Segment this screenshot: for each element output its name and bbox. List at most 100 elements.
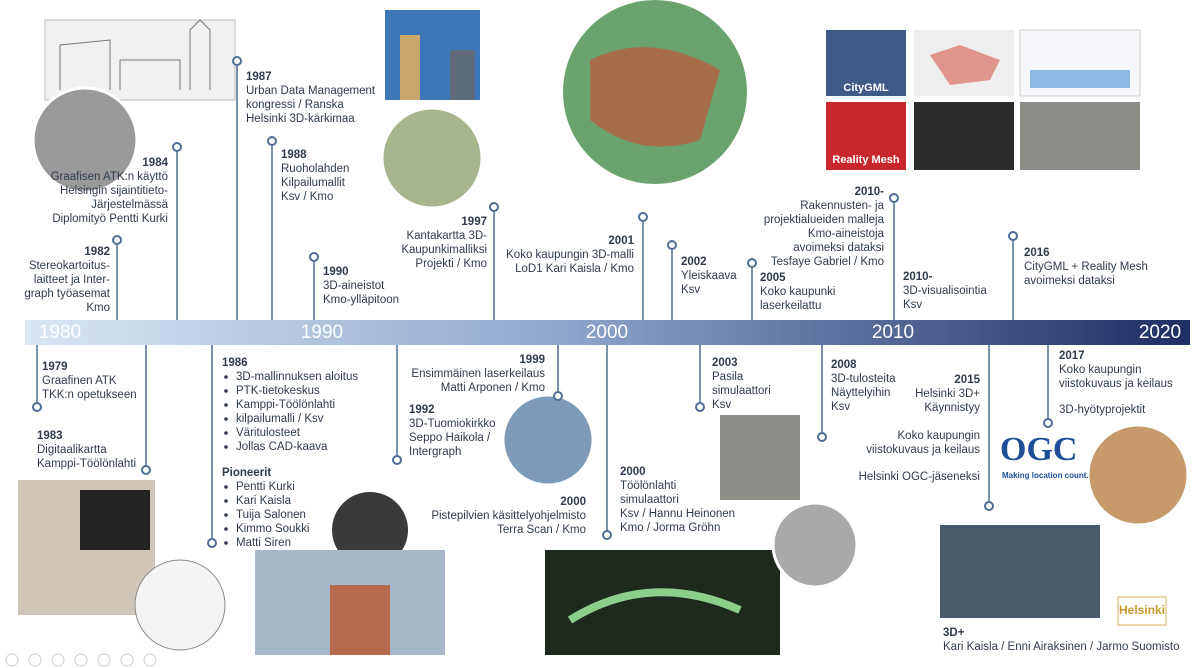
event-text: kilpailumalli / Ksv [236,413,324,425]
event-text: Matti Arponen / Kmo [441,382,545,394]
event-text: Näyttelyihin [831,387,890,399]
event-text: Tuija Salonen [236,509,306,521]
decade-label: 2000 [586,322,628,343]
decade-label: 1990 [301,322,343,343]
pin-dot [33,403,41,411]
event-text: Stereokartoitus- [29,260,110,272]
event-text: Koko kaupungin [1059,364,1141,376]
pin-dot [554,392,562,400]
pin-dot [393,456,401,464]
bullet [224,541,228,545]
event-text: 3D-tulosteita [831,373,896,385]
event-text: Pistepilvien käsittelyohjelmisto [431,510,586,522]
event-text: Helsinki 3D-kärkimaa [246,113,355,125]
event-text: Urban Data Management [246,85,376,97]
bullet [224,527,228,531]
event-text: Koko kaupunki [760,286,835,298]
event-text: graph työasemat [24,288,110,300]
pin-dot [639,213,647,221]
event-text: simulaattori [712,385,771,397]
event-year: 1990 [323,266,349,278]
event-text: 3D-mallinnuksen aloitus [236,371,358,383]
event-text: Digitaalikartta [37,444,107,456]
event-text: TKK:n opetukseen [42,389,137,401]
event-text: LoD1 Kari Kaisla / Kmo [515,263,634,275]
event-text: Ksv [903,299,922,311]
event-year: 1984 [142,157,168,169]
event-text: Käynnistyy [924,402,980,414]
bullet [224,375,228,379]
bullet [224,499,228,503]
event-text: Terra Scan / Kmo [497,524,586,536]
bullet [224,417,228,421]
pin-dot [1009,232,1017,240]
pin-dot [890,194,898,202]
bullet [224,403,228,407]
logo-text: Making location count. [1002,471,1089,480]
event-text: laitteet ja Inter- [34,274,110,286]
pin-dot [208,539,216,547]
event-text: Ensimmäinen laserkeilaus [411,368,545,380]
event-text: laserkeilattu [760,300,821,312]
pin-dot [310,253,318,261]
event-text: Intergraph [409,446,461,458]
event-year: 1988 [281,149,307,161]
logo-text: CityGML [843,82,889,94]
event-text: Kmo [86,302,110,314]
event-text: Kaupunkimalliksi [401,244,487,256]
event-year: 1987 [246,71,272,83]
event-text: Kantakartta 3D- [406,230,487,242]
event-text: viistokuvaus ja keilaus [866,444,980,456]
event-text: Kmo-aineistoja [808,228,885,240]
event-text: Ksv [712,399,731,411]
event-year: 1979 [42,361,68,373]
logo-text: OGC [1000,431,1077,468]
event-text: Pentti Kurki [236,481,295,493]
bullet [224,485,228,489]
event-year: 2017 [1059,350,1085,362]
event-text: Projekti / Kmo [415,258,487,270]
event-year: 1999 [519,354,545,366]
pin-dot [113,236,121,244]
pin-dot [818,433,826,441]
event-year: 2010- [855,186,885,198]
event-text: Koko kaupungin [898,430,980,442]
event-text: Matti Siren [236,537,291,549]
event-year: 1997 [461,216,487,228]
event-text: Jollas CAD-kaava [236,441,328,453]
pin-dot [173,143,181,151]
event-text: Kari Kaisla / Enni Airaksinen / Jarmo Su… [943,641,1180,653]
event-text: Kmo-ylläpitoon [323,294,399,306]
event-text: Yleiskaava [681,270,737,282]
event-text: Ksv [681,284,700,296]
event-text: Helsingin sijaintitieto- [60,185,168,197]
pin-dot [603,531,611,539]
event-year: 2016 [1024,247,1050,259]
pin-dot [985,502,993,510]
decade-label: 1980 [39,322,81,343]
event-year: Pioneerit [222,467,271,479]
event-text: Kmo / Jorma Gröhn [620,522,720,534]
event-text: PTK-tietokeskus [236,385,320,397]
event-text: viistokuvaus ja keilaus [1059,378,1173,390]
event-text: Seppo Haikola / [409,432,491,444]
event-text: Kamppi-Töölönlahti [236,399,335,411]
bullet [224,445,228,449]
event-text: Graafisen ATK:n käyttö [51,171,168,183]
event-text: Helsinki 3D+ [915,388,980,400]
event-year: 2001 [608,235,634,247]
pin-dot [696,403,704,411]
event-text: Ksv / Kmo [281,191,333,203]
event-text: CityGML + Reality Mesh [1024,261,1148,273]
event-year: 2008 [831,359,857,371]
pin-dot [748,259,756,267]
event-year: 1982 [84,246,110,258]
event-text: Töölönlahti [620,480,676,492]
decade-label: 2010 [872,322,914,343]
event-text: Tesfaye Gabriel / Kmo [771,256,884,268]
event-year: 1983 [37,430,63,442]
event-text: Järjestelmässä [91,199,168,211]
event-text: Helsinki OGC-jäseneksi [859,471,980,483]
logo-text: Reality Mesh [832,154,900,166]
pin-dot [490,203,498,211]
